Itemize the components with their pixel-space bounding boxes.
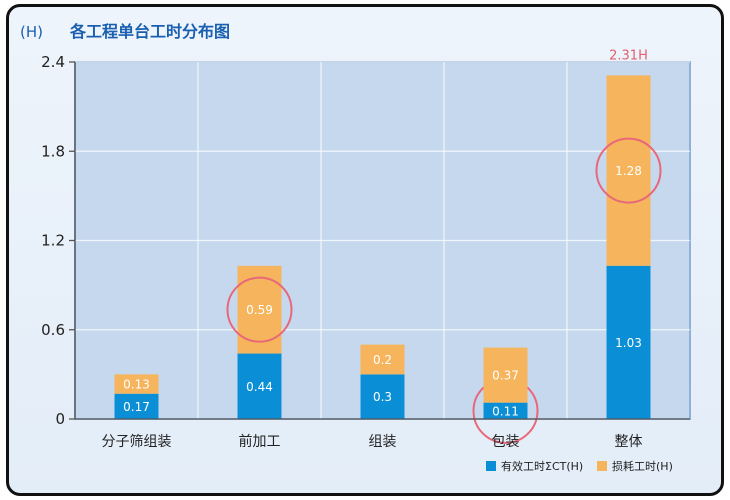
x-tick-label: 组装: [369, 434, 397, 450]
bar-segment: [606, 75, 651, 266]
chart-title: 各工程单台工时分布图: [69, 22, 230, 41]
legend-entry: 损耗工时(H): [612, 459, 673, 473]
bar-segment: [483, 402, 528, 419]
bar-segment: [360, 374, 405, 419]
x-tick-label: 整体: [615, 434, 643, 450]
legend-entry: 有效工时ΣCT(H): [501, 459, 583, 473]
bar-segment: [606, 265, 651, 419]
y-tick-label: 1.8: [41, 142, 65, 160]
data-label: 0.2: [373, 353, 392, 367]
bar-segment: [360, 344, 405, 375]
chart-unit-label: (H): [20, 23, 43, 41]
data-label: 0.11: [492, 404, 519, 418]
bar-segment: [237, 353, 282, 419]
legend-swatch: [597, 461, 607, 471]
data-label: 0.44: [246, 380, 273, 394]
data-label: 0.13: [123, 378, 150, 392]
x-axis: 分子筛组装 前加工 组装 包装 整体: [75, 418, 690, 450]
data-label: 0.37: [492, 369, 519, 383]
legend-swatch: [486, 461, 496, 471]
legend: 有效工时ΣCT(H) 损耗工时(H): [486, 459, 673, 473]
y-tick-label: 0: [55, 410, 65, 428]
x-tick-label: 包装: [492, 434, 520, 450]
x-tick-label: 分子筛组装: [102, 434, 172, 450]
bar-segment: [114, 374, 159, 394]
data-label: 1.28: [615, 164, 642, 178]
total-annotation: 2.31H: [609, 48, 648, 63]
grid-lines: [75, 61, 690, 420]
bars: 0.17 0.13 0.44 0.59 0.3 0.2 0.11 0.37 1.03 1.28 2.…: [114, 48, 662, 444]
data-label: 0.59: [246, 303, 273, 317]
bar-segment: [114, 393, 159, 419]
y-tick-label: 2.4: [41, 53, 65, 71]
data-label: 0.3: [373, 390, 392, 404]
y-tick-label: 0.6: [41, 321, 65, 339]
highlight-circle: [226, 276, 293, 343]
data-label: 1.03: [615, 336, 642, 350]
y-axis: 0 0.6 1.2 1.8 2.4: [41, 53, 76, 428]
bar-segment: [483, 347, 528, 403]
x-tick-label: 前加工: [239, 433, 281, 450]
highlight-circle: [595, 137, 662, 204]
data-label: 0.17: [123, 400, 150, 414]
y-tick-label: 1.2: [41, 232, 65, 250]
